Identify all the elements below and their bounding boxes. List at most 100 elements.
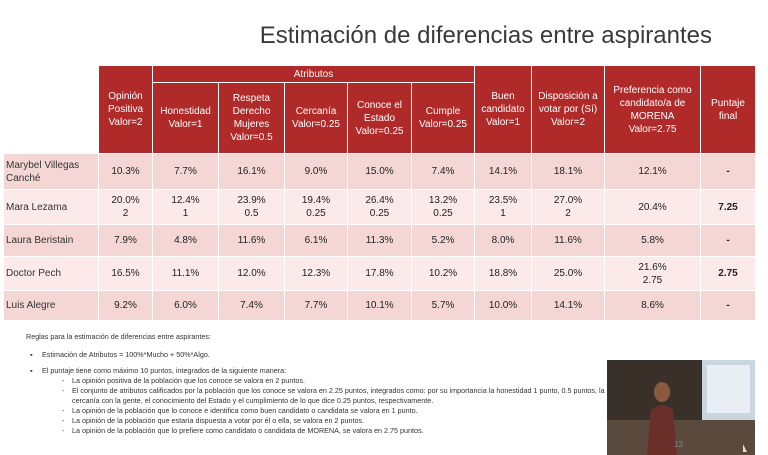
table-cell: 25.0% [531,256,606,291]
table-cell: 10.0% [474,290,533,321]
column-header: Buen candidato Valor=1 [474,65,533,154]
table-cell: 21.6% 2.75 [604,256,702,291]
table-cell: 11.6% [531,224,606,257]
column-header: Puntaje final [700,65,757,154]
video-icon [743,444,747,452]
table-cell: 10.3% [98,153,153,190]
note-item: La opinión positiva de la población que … [72,376,616,386]
table-cell: 14.1% [474,153,533,190]
note-bullet: Estimación de Atributos = 100%*Mucho + 5… [42,350,616,360]
table-cell: 4.8% [152,224,219,257]
row-name: Marybel Villegas Canché [3,153,99,190]
notes-heading: Reglas para la estimación de diferencias… [26,332,211,341]
table-cell: 12.4% 1 [152,189,219,225]
table-cell: 7.4% [218,290,285,321]
column-header: Cumple Valor=0.25 [410,82,476,154]
table-cell: 5.7% [410,290,476,321]
table-cell: 11.3% [347,224,412,257]
table-cell: 11.1% [152,256,219,291]
table-cell: - [700,153,757,190]
table-cell: 20.4% [604,189,702,225]
table-cell: 12.3% [284,256,348,291]
table-cell: - [700,224,757,257]
row-name: Mara Lezama [3,189,99,225]
note-item: La opinión de la población que lo conoce… [72,406,616,416]
table-cell: 9.0% [284,153,348,190]
table-cell: 23.9% 0.5 [218,189,285,225]
table-cell: 23.5% 1 [474,189,533,225]
table-cell: 13.2% 0.25 [410,189,476,225]
column-header: Cercanía Valor=0.25 [284,82,348,154]
table-cell: 16.5% [98,256,153,291]
note-bullet: El puntaje tiene como máximo 10 puntos, … [42,366,616,436]
note-text: El puntaje tiene como máximo 10 puntos, … [42,366,287,375]
column-header: Opinión Positiva Valor=2 [98,65,153,154]
note-item: La opinión de la población que estaría d… [72,416,616,426]
table-cell: 10.2% [410,256,476,291]
table-cell: 9.2% [98,290,153,321]
slide-title: Estimación de diferencias entre aspirant… [259,22,712,49]
table-cell: 14.1% [531,290,606,321]
person-body [647,405,677,455]
table-row: Doctor Pech 16.5% 11.1% 12.0% 12.3% 17.8% 10.2… [3,256,757,291]
table-cell: 8.6% [604,290,702,321]
row-name: Luis Alegre [3,290,99,321]
table-row: Laura Beristain 7.9% 4.8% 11.6% 6.1% 11.3% 5.2… [3,224,757,257]
table-cell: - [700,290,757,321]
table-row: Luis Alegre 9.2% 6.0% 7.4% 7.7% 10.1% 5.7% 10.0… [3,290,757,321]
screen-content [707,365,750,413]
table-cell: 2.75 [700,256,757,291]
video-scene [607,360,755,455]
table-header: Opinión Positiva Valor=2 Atributos Buen ca… [3,65,757,154]
column-header: Honestidad Valor=1 [152,82,219,154]
notes: Reglas para la estimación de diferencias… [26,332,616,442]
table-cell: 20.0% 2 [98,189,153,225]
note-item: El conjunto de atributos calificados por… [72,386,616,406]
page-number: 13 [674,440,683,449]
table-cell: 12.1% [604,153,702,190]
table-cell: 5.2% [410,224,476,257]
table-cell: 12.0% [218,256,285,291]
table-cell: 10.1% [347,290,412,321]
table-row: Marybel Villegas Canché 10.3% 7.7% 16.1% 9.0… [3,153,757,190]
row-name: Doctor Pech [3,256,99,291]
table-cell: 7.4% [410,153,476,190]
table-cell: 8.0% [474,224,533,257]
floor [607,420,755,455]
note-item: La opinión de la población que lo prefie… [72,426,616,436]
table-cell: 27.0% 2 [531,189,606,225]
table-cell: 7.7% [284,290,348,321]
header-row: Opinión Positiva Valor=2 Atributos Buen ca… [3,65,757,154]
note-sublist: La opinión positiva de la población que … [42,376,616,436]
video-overlay [607,360,755,455]
table-cell: 18.1% [531,153,606,190]
person-head [654,382,670,402]
table-cell: 19.4% 0.25 [284,189,348,225]
column-header: Conoce el Estado Valor=0.25 [347,82,412,154]
table-cell: 18.8% [474,256,533,291]
notes-list: Estimación de Atributos = 100%*Mucho + 5… [26,350,616,436]
comparison-table: Opinión Positiva Valor=2 Atributos Buen ca… [3,65,757,321]
row-name: Laura Beristain [3,224,99,257]
table-cell: 26.4% 0.25 [347,189,412,225]
table-body: Marybel Villegas Canché 10.3% 7.7% 16.1% 9.0… [3,153,757,321]
table-cell: 6.0% [152,290,219,321]
table-cell: 7.7% [152,153,219,190]
table-cell: 15.0% [347,153,412,190]
table-cell: 16.1% [218,153,285,190]
table-cell: 17.8% [347,256,412,291]
table-cell: 6.1% [284,224,348,257]
table-cell: 11.6% [218,224,285,257]
table-cell: 7.9% [98,224,153,257]
note-text: Estimación de Atributos = 100%*Mucho + 5… [42,350,210,359]
header-row: Honestidad Valor=1 Respeta Derecho Mujere… [4,82,756,154]
column-header: Disposición a votar por (Sí) Valor=2 [531,65,606,154]
table-cell: 5.8% [604,224,702,257]
table-row: Mara Lezama 20.0% 2 12.4% 1 23.9% 0.5 19.4% … [3,189,757,225]
column-header: Preferencia como candidato/a de MORENA V… [604,65,702,154]
column-header: Respeta Derecho Mujeres Valor=0.5 [218,82,285,154]
table-cell: 7.25 [700,189,757,225]
blank-header [3,65,99,154]
group-header: Atributos [151,65,476,83]
